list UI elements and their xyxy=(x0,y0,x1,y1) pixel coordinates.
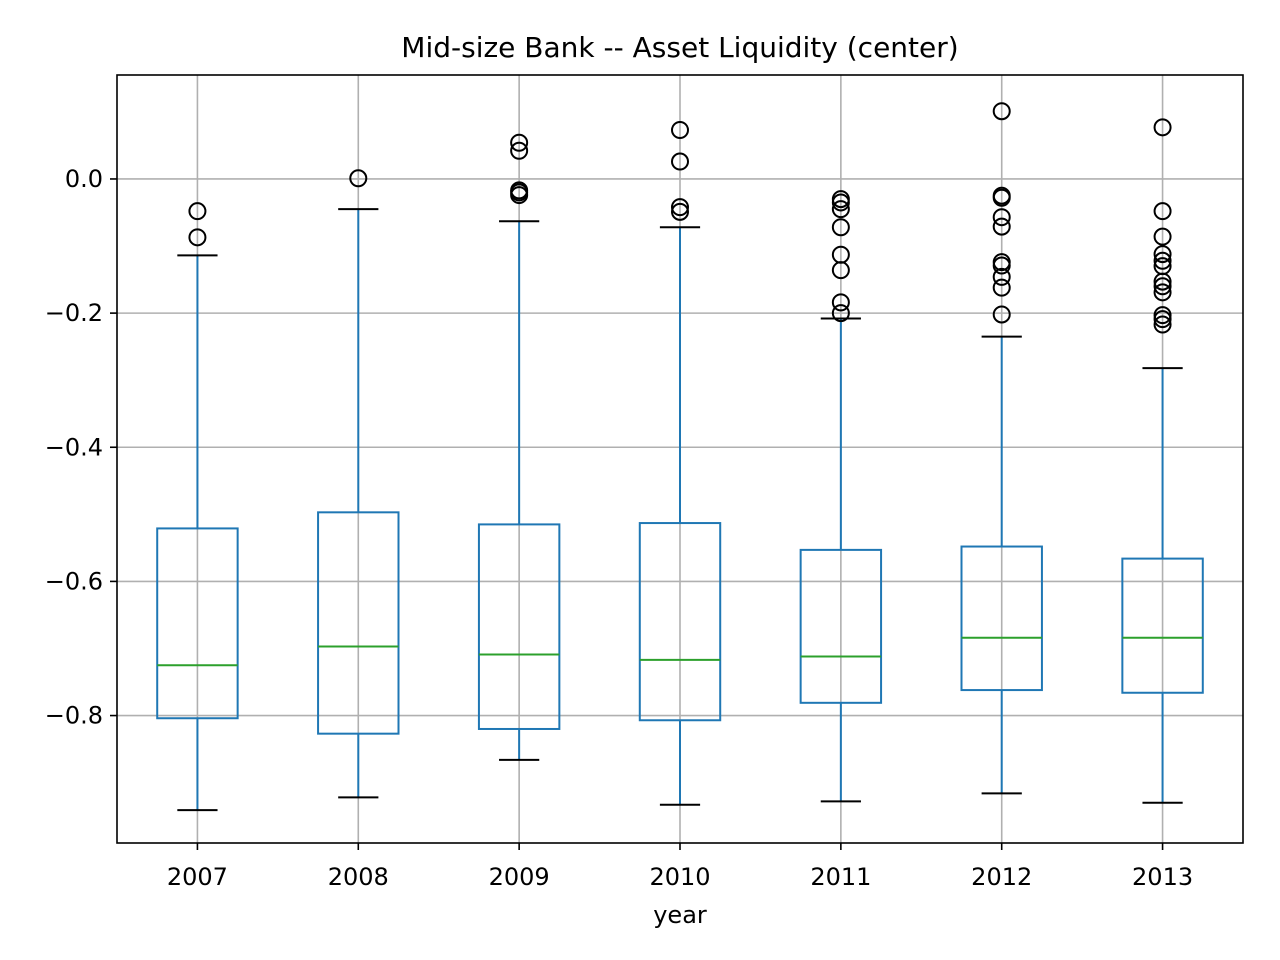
outlier-point xyxy=(992,256,1011,275)
box-2010 xyxy=(638,121,722,806)
outlier-point xyxy=(992,217,1011,236)
x-tick-label: 2007 xyxy=(167,863,228,891)
iqr-box xyxy=(1121,557,1204,694)
outlier-point xyxy=(671,202,689,221)
outlier-point xyxy=(188,202,207,221)
outlier-point xyxy=(510,141,529,160)
y-tick-label: −0.8 xyxy=(45,702,103,730)
x-tick-label: 2013 xyxy=(1132,863,1193,891)
outlier-point xyxy=(1153,310,1172,329)
iqr-box xyxy=(799,548,883,704)
box-2011 xyxy=(799,190,883,803)
boxes-layer xyxy=(156,102,1204,812)
y-tick-label: −0.2 xyxy=(45,299,103,327)
outlier-point xyxy=(1153,283,1172,302)
outlier-point xyxy=(1153,277,1172,296)
outlier-point xyxy=(831,200,850,219)
outlier-point xyxy=(831,193,850,212)
outlier-point xyxy=(992,305,1011,324)
y-tick-label: −0.4 xyxy=(45,433,103,461)
x-tick-label: 2012 xyxy=(971,863,1032,891)
outlier-point xyxy=(671,121,689,140)
outlier-point xyxy=(992,102,1011,121)
outlier-point xyxy=(188,228,207,247)
chart-title: Mid-size Bank -- Asset Liquidity (center… xyxy=(401,31,958,64)
outlier-point xyxy=(1153,118,1172,137)
box-2013 xyxy=(1121,118,1204,804)
outlier-point xyxy=(831,293,850,312)
x-axis-label: year xyxy=(653,901,707,929)
outlier-point xyxy=(831,261,850,280)
iqr-box xyxy=(638,522,722,722)
y-tick-label: 0.0 xyxy=(65,165,103,193)
outlier-point xyxy=(1153,202,1172,221)
iqr-box xyxy=(156,527,239,720)
outlier-point xyxy=(1153,272,1172,291)
outlier-point xyxy=(1153,315,1172,334)
outlier-point xyxy=(510,133,529,152)
box-2007 xyxy=(156,202,239,812)
outlier-point xyxy=(992,267,1011,286)
axis-ticks: 0.0 −0.2 −0.4 −0.6 −0.8 2007 2008 2009 2010 2011 2… xyxy=(45,165,1193,891)
outlier-point xyxy=(1153,245,1172,264)
box-2008 xyxy=(317,169,400,799)
x-tick-label: 2011 xyxy=(810,863,871,891)
outlier-point xyxy=(1153,251,1172,270)
outlier-point xyxy=(992,278,1011,297)
iqr-box xyxy=(477,523,561,730)
outlier-point xyxy=(1153,227,1172,246)
outlier-point xyxy=(671,198,689,217)
iqr-box xyxy=(960,545,1043,692)
outlier-point xyxy=(992,188,1011,207)
iqr-box xyxy=(317,511,400,735)
outlier-point xyxy=(510,186,529,205)
outlier-point xyxy=(671,152,689,171)
outlier-point xyxy=(831,218,850,237)
x-tick-label: 2010 xyxy=(649,863,710,891)
y-tick-label: −0.6 xyxy=(45,567,103,595)
outlier-point xyxy=(831,304,850,323)
x-tick-label: 2009 xyxy=(489,863,550,891)
box-2012 xyxy=(960,102,1043,795)
box-2009 xyxy=(477,133,561,761)
x-tick-label: 2008 xyxy=(328,863,389,891)
outlier-point xyxy=(992,208,1011,227)
outlier-point xyxy=(349,169,368,188)
